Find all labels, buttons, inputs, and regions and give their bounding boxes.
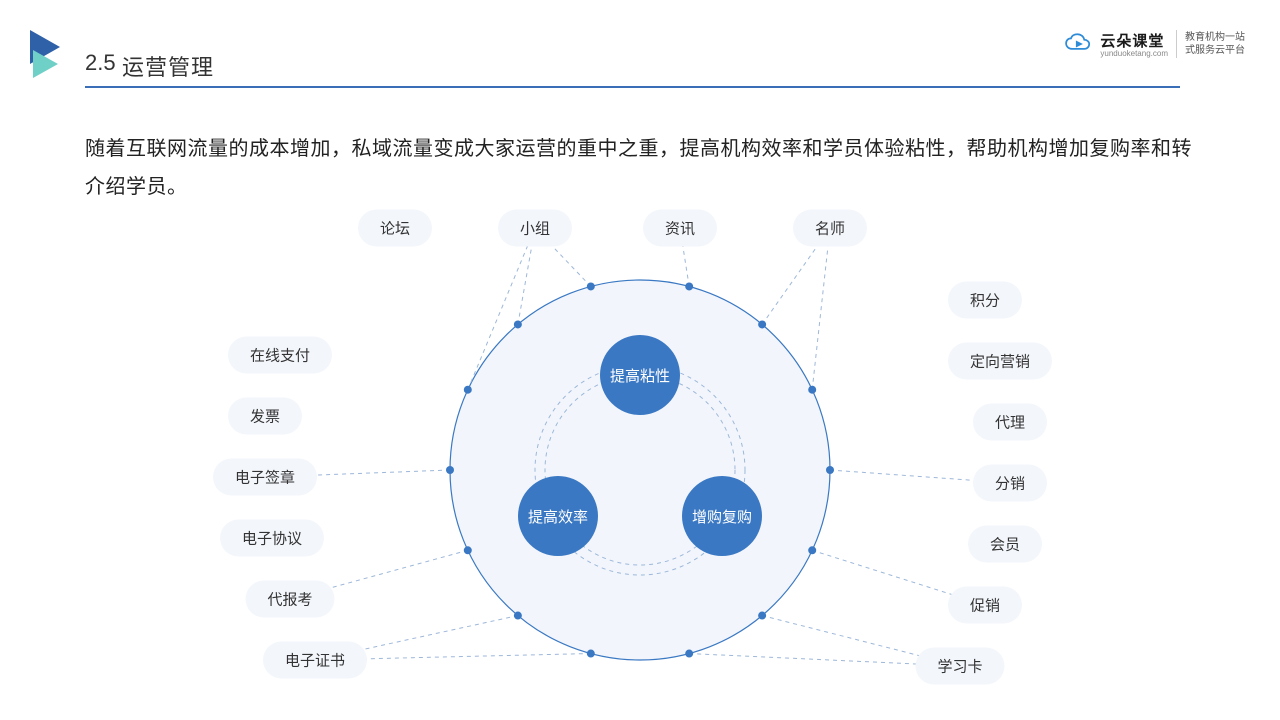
slide-arrow-icon [30, 30, 70, 80]
hub-sticky: 提高粘性 [600, 335, 680, 415]
pill-right: 促销 [948, 587, 1022, 624]
pill-right: 定向营销 [948, 343, 1052, 380]
logo-tagline: 教育机构一站 式服务云平台 [1185, 31, 1245, 57]
pill-left: 电子证书 [263, 642, 367, 679]
pill-right: 代理 [973, 404, 1047, 441]
hub-repurchase: 增购复购 [682, 476, 762, 556]
pill-top: 资讯 [643, 210, 717, 247]
cloud-icon [1064, 33, 1092, 55]
title-underline [85, 86, 1180, 88]
pill-top: 论坛 [358, 210, 432, 247]
pill-left: 电子签章 [213, 459, 317, 496]
brand-logo: 云朵课堂 yunduoketang.com 教育机构一站 式服务云平台 [1064, 30, 1245, 58]
logo-divider [1176, 30, 1177, 58]
pill-top: 小组 [498, 210, 572, 247]
operations-diagram: 提高粘性提高效率 增购复购 论坛 小组 资讯 名师在线支付发票电子签章电子协议代报考电子证… [0, 200, 1280, 700]
pill-left: 发票 [228, 398, 302, 435]
pill-top: 名师 [793, 210, 867, 247]
pill-left: 电子协议 [220, 520, 324, 557]
pill-right: 学习卡 [915, 648, 1004, 685]
pill-left: 代报考 [245, 581, 334, 618]
pill-right: 积分 [948, 282, 1022, 319]
body-text: 随着互联网流量的成本增加，私域流量变成大家运营的重中之重，提高机构效率和学员体验… [85, 130, 1205, 206]
section-number: 2.5 [85, 50, 116, 76]
pill-right: 分销 [973, 465, 1047, 502]
pill-left: 在线支付 [228, 337, 332, 374]
pill-right: 会员 [968, 526, 1042, 563]
hub-eff: 提高效率 [518, 476, 598, 556]
logo-subtext: yunduoketang.com [1100, 49, 1168, 58]
section-title: 运营管理 [122, 50, 214, 82]
logo-text: 云朵课堂 [1100, 30, 1168, 51]
